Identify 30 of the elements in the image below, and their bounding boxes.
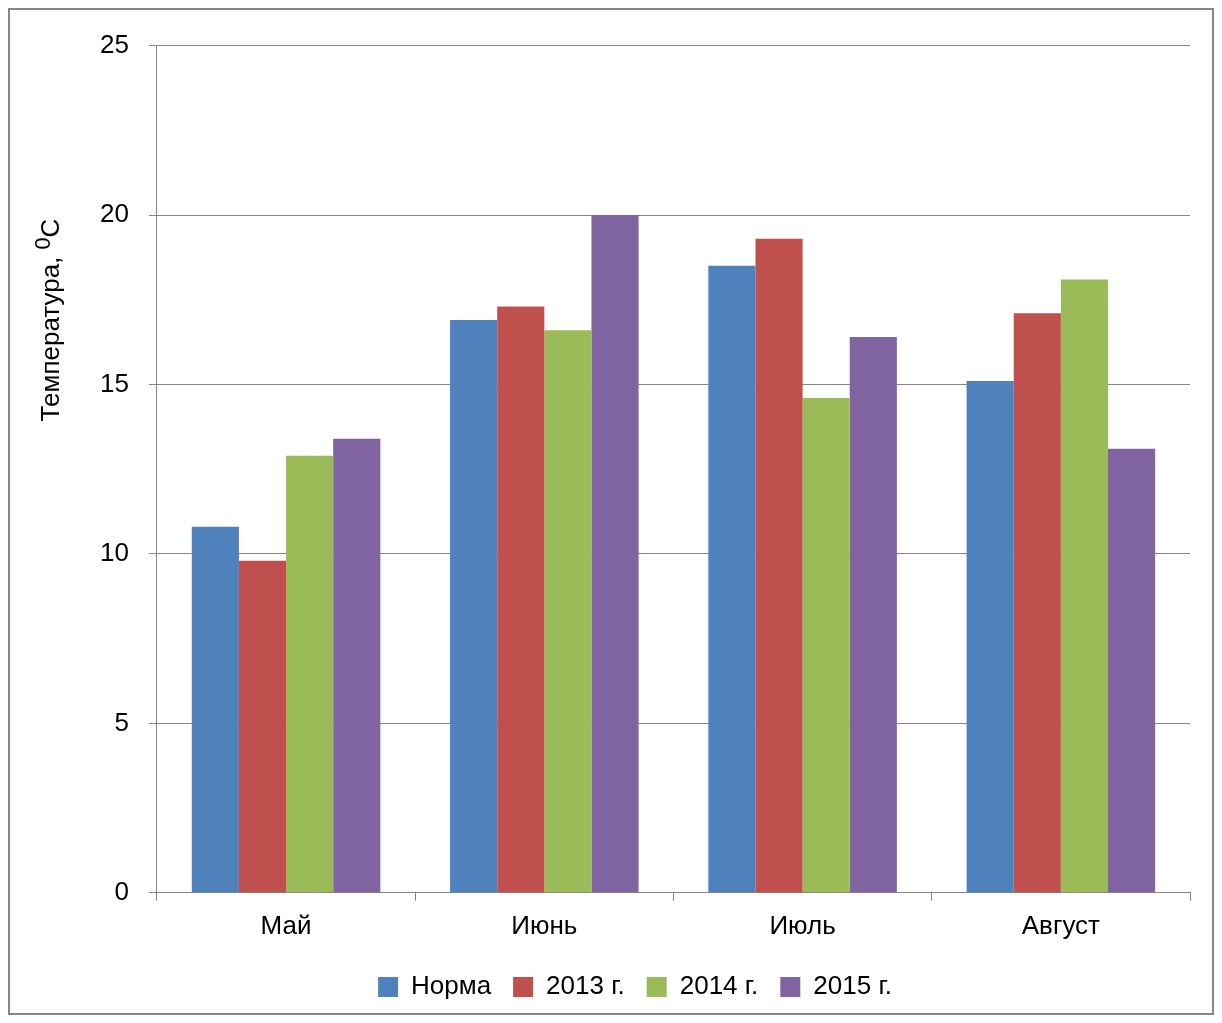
bar: [1108, 448, 1156, 893]
legend-label: 2014 г.: [679, 970, 759, 1001]
bar: [1060, 279, 1108, 893]
bar: [238, 560, 287, 893]
bar: [708, 265, 756, 893]
y-tick-label: 5: [114, 706, 129, 737]
bar: [1013, 313, 1061, 893]
x-tick-label: Июль: [769, 909, 836, 940]
bar: [191, 526, 239, 893]
legend-label: 2013 г.: [546, 970, 625, 1001]
x-tick-label: Август: [1021, 909, 1101, 940]
legend-label: 2015 г.: [813, 970, 892, 1001]
bar: [450, 320, 498, 893]
legend-label: Норма: [411, 970, 492, 1001]
x-tick-label: Июнь: [511, 909, 578, 940]
bar: [333, 438, 381, 893]
bar: [966, 381, 1014, 893]
y-tick-label: 0: [114, 875, 129, 906]
bar: [755, 238, 803, 893]
y-tick-label: 15: [100, 367, 129, 398]
bar: [802, 398, 850, 893]
y-tick-label: 25: [100, 28, 129, 59]
bar: [497, 306, 545, 893]
y-tick-label: 20: [100, 198, 129, 229]
bar: [849, 337, 897, 893]
y-tick-label: 10: [100, 537, 129, 568]
bar: [544, 330, 592, 893]
bar: [286, 455, 334, 893]
bar: [591, 215, 639, 893]
x-tick-label: Май: [260, 909, 312, 940]
